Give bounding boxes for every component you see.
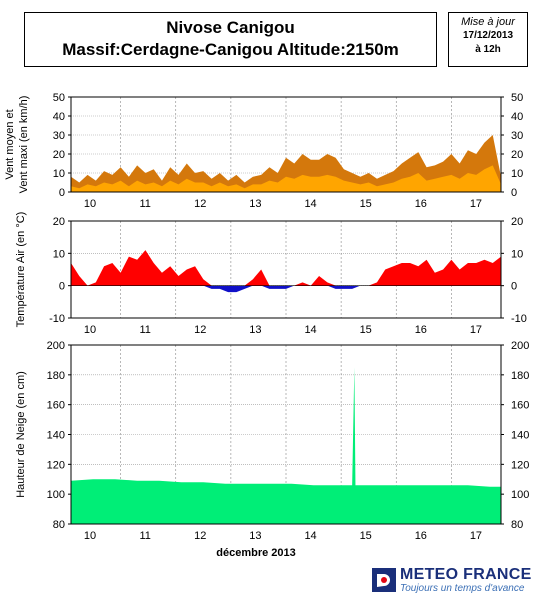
meteo-france-logo-icon <box>372 568 396 592</box>
x-tick-label: 10 <box>84 530 96 542</box>
snow-depth-area <box>71 367 501 524</box>
x-tick-label: 16 <box>415 324 427 336</box>
y-tick-label-left: 80 <box>53 519 65 531</box>
x-tick-label: 15 <box>360 324 372 336</box>
y-tick-label-right: 0 <box>511 281 517 293</box>
temperature-negative-area <box>71 285 501 293</box>
x-tick-label: 17 <box>470 198 482 210</box>
x-tick-label: 12 <box>194 530 206 542</box>
x-tick-label: 15 <box>360 530 372 542</box>
y-tick-label-left: 140 <box>47 430 65 442</box>
y-tick-label-left: 120 <box>47 459 65 471</box>
y-tick-label-right: 160 <box>511 400 529 412</box>
plot-frame <box>70 96 502 193</box>
y-tick-label-right: 30 <box>511 130 523 142</box>
y-tick-label-left: 200 <box>47 340 65 352</box>
y-tick-label-left: 180 <box>47 370 65 382</box>
logo-tagline: Toujours un temps d'avance <box>400 583 525 594</box>
y-axis-label: Vent maxi (en km/h) <box>18 96 30 194</box>
x-tick-label: 16 <box>415 198 427 210</box>
y-tick-label-right: 20 <box>511 149 523 161</box>
x-tick-label: 13 <box>249 530 261 542</box>
x-tick-label: 14 <box>304 530 316 542</box>
x-tick-label: 12 <box>194 324 206 336</box>
x-tick-label: 11 <box>139 198 150 210</box>
x-tick-label: 16 <box>415 530 427 542</box>
y-tick-label-right: 120 <box>511 459 529 471</box>
x-tick-label: 14 <box>304 198 316 210</box>
y-tick-label-left: 10 <box>53 168 65 180</box>
y-tick-label-right: 10 <box>511 168 523 180</box>
y-tick-label-right: 50 <box>511 92 523 104</box>
y-tick-label-right: 20 <box>511 216 523 228</box>
y-tick-label-left: -10 <box>49 313 65 325</box>
x-tick-label: 15 <box>360 198 372 210</box>
x-tick-label: 10 <box>84 198 96 210</box>
y-tick-label-right: 200 <box>511 340 529 352</box>
y-tick-label-left: 160 <box>47 400 65 412</box>
update-date: 17/12/2013 <box>462 30 514 41</box>
y-tick-label-right: 80 <box>511 519 523 531</box>
x-tick-label: 17 <box>470 530 482 542</box>
x-tick-label: 11 <box>139 324 150 336</box>
x-tick-label: 12 <box>194 198 206 210</box>
x-tick-label: 11 <box>139 530 150 542</box>
chart-title-box: Nivose Canigou Massif:Cerdagne-Canigou A… <box>24 12 437 67</box>
wind-mean-area <box>71 165 501 192</box>
y-tick-label-left: 10 <box>53 248 65 260</box>
plot-frame <box>70 220 502 319</box>
logo-brand: METEO FRANCE <box>400 566 532 583</box>
x-tick-label: 13 <box>249 198 261 210</box>
y-tick-label-right: -10 <box>511 313 527 325</box>
y-tick-label-left: 20 <box>53 149 65 161</box>
update-box: Mise à jour 17/12/2013 à 12h <box>448 12 528 67</box>
y-axis-label: Hauteur de Neige (en cm) <box>15 371 27 498</box>
y-axis-label: Vent moyen et <box>4 109 16 179</box>
temperature-positive-area <box>71 250 501 286</box>
x-tick-label: 13 <box>249 324 261 336</box>
y-tick-label-right: 0 <box>511 187 517 199</box>
massif-title: Massif:Cerdagne-Canigou Altitude:2150m <box>62 40 399 59</box>
charts-svg: 0 0 10 10 20 20 30 30 40 40 50 50 10 11 12 13 14 15 16 17 Ve… <box>4 92 529 559</box>
update-label: Mise à jour <box>461 16 515 28</box>
x-axis-label: décembre 2013 <box>216 547 296 559</box>
y-tick-label-left: 0 <box>59 281 65 293</box>
x-tick-label: 14 <box>304 324 316 336</box>
y-tick-label-left: 0 <box>59 187 65 199</box>
station-title: Nivose Canigou <box>166 18 295 37</box>
y-tick-label-right: 180 <box>511 370 529 382</box>
x-tick-label: 17 <box>470 324 482 336</box>
y-tick-label-right: 40 <box>511 111 523 123</box>
y-tick-label-left: 100 <box>47 489 65 501</box>
meteo-france-logo: METEO FRANCE Toujours un temps d'avance <box>370 566 535 594</box>
y-tick-label-left: 20 <box>53 216 65 228</box>
y-tick-label-right: 100 <box>511 489 529 501</box>
update-time: à 12h <box>475 44 501 55</box>
y-tick-label-right: 10 <box>511 248 523 260</box>
y-axis-label: Température Air (en °C) <box>15 212 27 328</box>
y-tick-label-right: 140 <box>511 430 529 442</box>
x-tick-label: 10 <box>84 324 96 336</box>
y-tick-label-left: 50 <box>53 92 65 104</box>
y-tick-label-left: 40 <box>53 111 65 123</box>
wind-max-area <box>71 135 501 192</box>
y-tick-label-left: 30 <box>53 130 65 142</box>
